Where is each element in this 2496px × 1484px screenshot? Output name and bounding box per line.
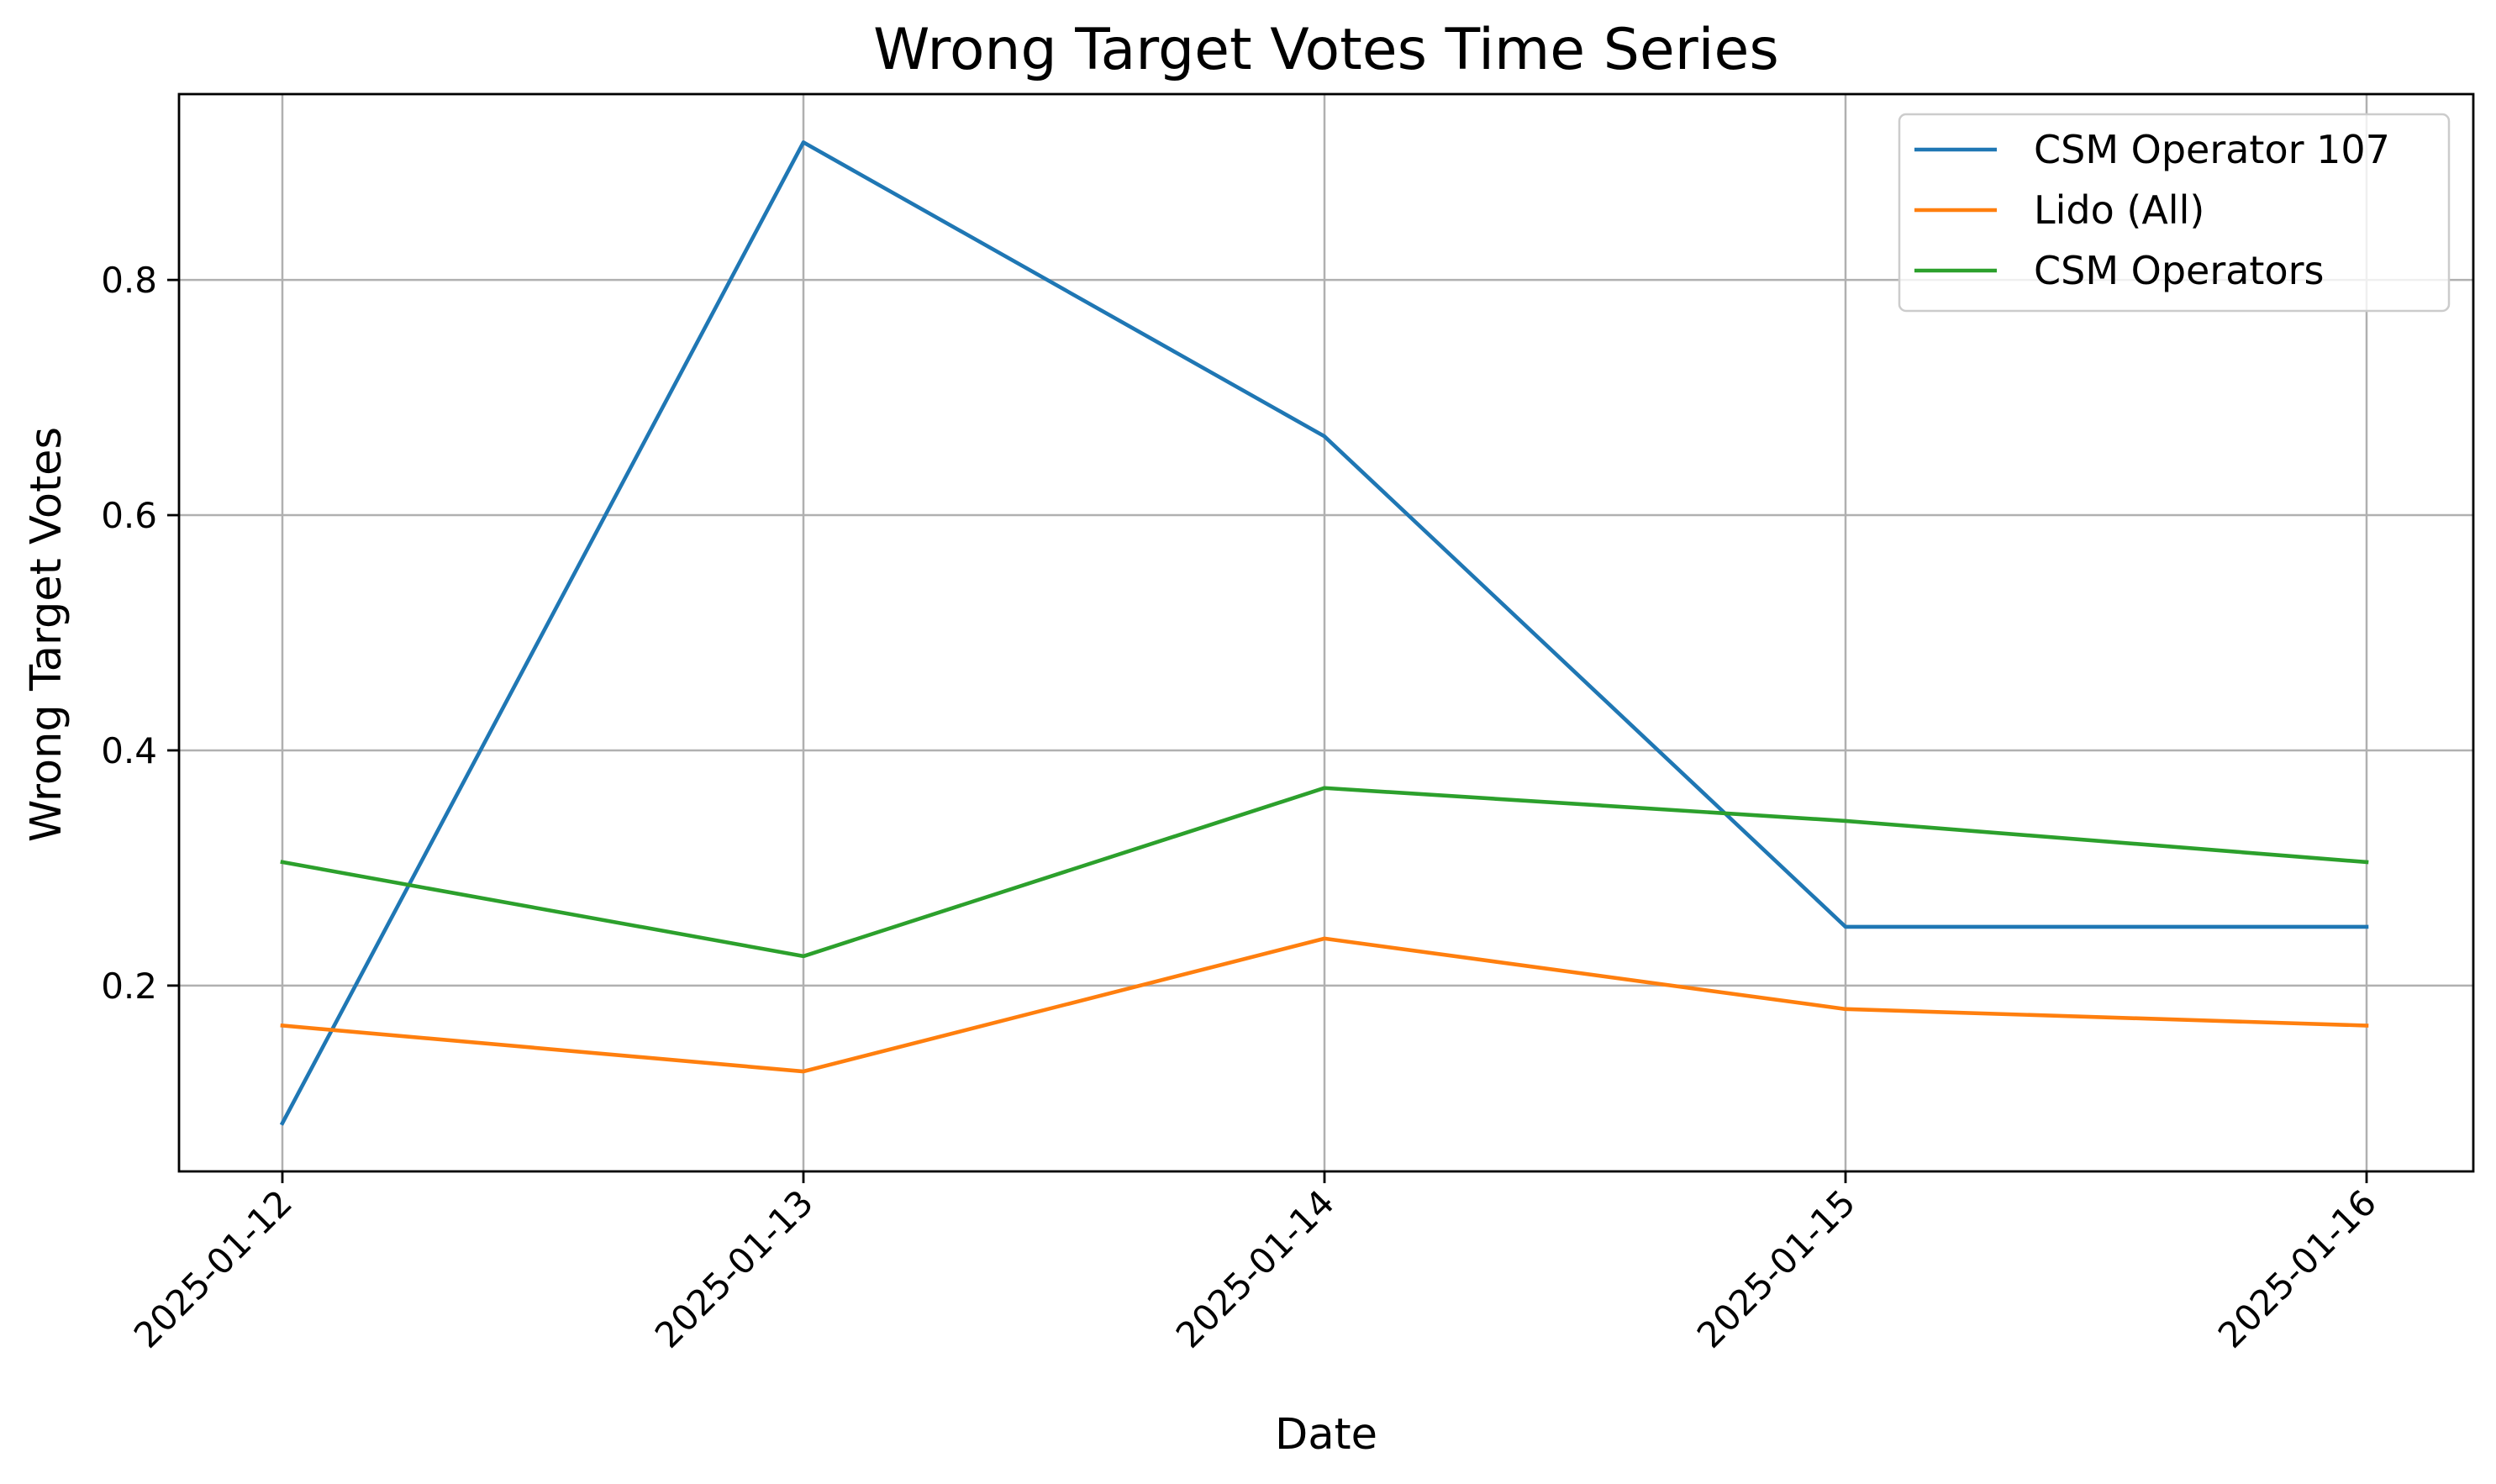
y-tick-label: 0.4	[101, 730, 157, 771]
legend-box	[1898, 113, 2451, 313]
y-tick-label: 0.8	[101, 260, 157, 301]
chart-title: Wrong Target Votes Time Series	[873, 17, 1779, 83]
y-tick-label: 0.6	[101, 495, 157, 536]
x-tick-label: 2025-01-14	[1168, 1181, 1342, 1355]
plot-frame	[177, 92, 2475, 1173]
x-tick-label: 2025-01-16	[2210, 1181, 2384, 1355]
series-line	[280, 786, 2369, 959]
legend-label: CSM Operator 107	[2034, 127, 2390, 172]
series-line	[279, 140, 2369, 1126]
x-tick-label: 2025-01-12	[126, 1181, 300, 1355]
x-tick-label: 2025-01-15	[1689, 1181, 1863, 1355]
legend: CSM Operator 107 Lido (All) CSM Operators	[1898, 113, 2451, 313]
x-tick-label: 2025-01-13	[647, 1181, 821, 1355]
series-layer	[279, 140, 2369, 1126]
x-axis-label: Date	[1275, 1410, 1377, 1460]
series-line	[280, 936, 2369, 1074]
legend-label: Lido (All)	[2034, 187, 2204, 233]
ticks-layer: 2025-01-12 2025-01-13 2025-01-14 2025-01-15…	[101, 260, 2384, 1356]
y-axis-label: Wrong Target Votes	[22, 427, 71, 842]
legend-label: CSM Operators	[2034, 248, 2325, 293]
y-tick-label: 0.2	[101, 966, 157, 1007]
